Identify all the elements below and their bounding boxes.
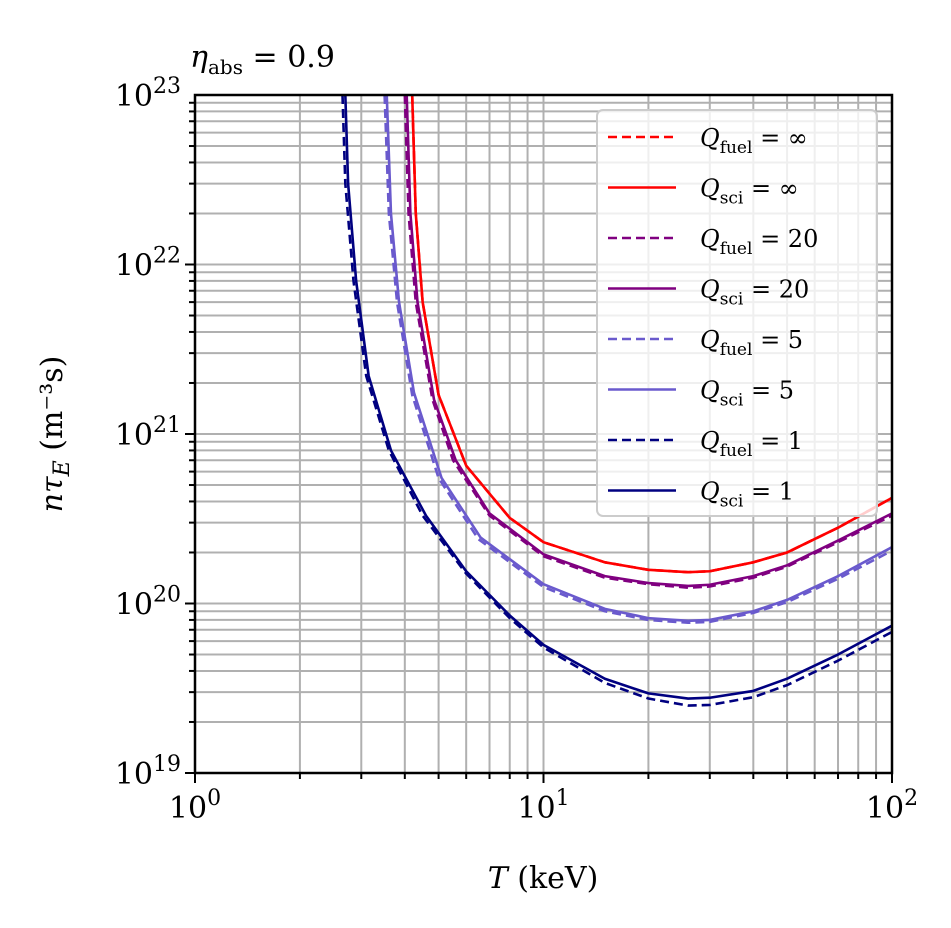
chart-title: ηabs = 0.9: [190, 40, 335, 79]
legend-entry: Qfuel = 5: [608, 326, 803, 360]
y-tick-label: 1019: [115, 752, 181, 792]
series-line: [383, 95, 892, 625]
y-tick-label: 1020: [115, 583, 181, 623]
x-axis-label: T (keV): [488, 861, 599, 896]
series-line: [405, 95, 892, 588]
legend-label: Qsci = 20: [700, 276, 809, 310]
series-line: [403, 95, 892, 589]
x-tick-label: 100: [169, 786, 221, 826]
legend-label: Qsci = 1: [700, 478, 794, 512]
series-line: [341, 95, 892, 707]
x-tick-label: 101: [517, 786, 569, 826]
axis-ticks: [185, 101, 893, 783]
legend-entry: Qsci = ∞: [608, 175, 799, 209]
series-line: [410, 95, 892, 574]
legend-box: [596, 109, 878, 517]
legend-label: Qfuel = 5: [700, 326, 803, 360]
legend-entry: Qfuel = ∞: [608, 124, 808, 158]
legend-entry: Qfuel = 20: [608, 225, 818, 259]
legend-entry: Qsci = 1: [608, 478, 794, 512]
legend-label: Qfuel = 1: [700, 427, 803, 461]
legend: Qfuel = ∞ Qsci = ∞ Qfuel = 20 Qsci = 20 Qfue…: [596, 109, 878, 517]
axis-tick-labels: 100 101 102 1019 1020 1021 1022 1023: [115, 74, 918, 826]
y-axis-label: nτE (m⁻³s): [35, 356, 75, 513]
legend-entry: Qfuel = 1: [608, 427, 803, 461]
legend-label: Qsci = ∞: [700, 175, 799, 209]
legend-label: Qsci = 5: [700, 377, 794, 411]
legend-entry: Qsci = 5: [608, 377, 794, 411]
series-group: [341, 95, 892, 707]
y-tick-label: 1022: [115, 244, 181, 284]
series-line: [385, 95, 892, 623]
legend-label: Qfuel = 20: [700, 225, 818, 259]
y-tick-label: 1021: [115, 413, 181, 453]
y-tick-label: 1023: [115, 74, 181, 114]
x-tick-label: 102: [866, 786, 918, 826]
legend-entry: Qsci = 20: [608, 276, 809, 310]
legend-label: Qfuel = ∞: [700, 124, 808, 158]
series-line: [344, 95, 892, 700]
